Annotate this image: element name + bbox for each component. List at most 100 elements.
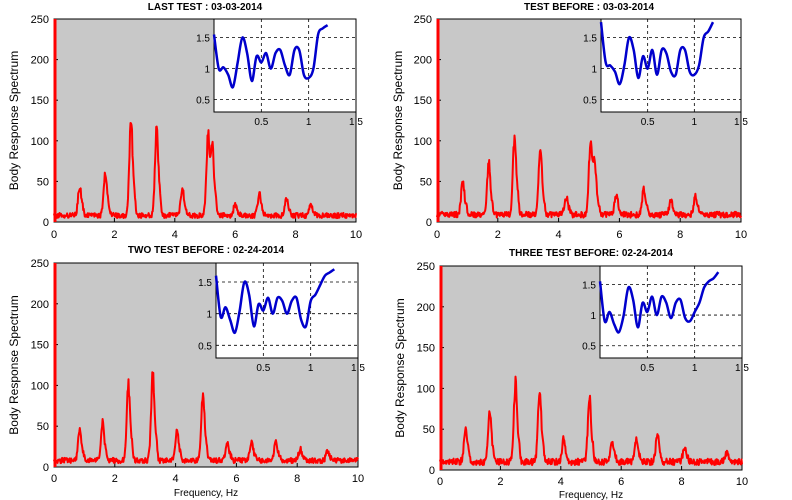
inset-plot-area xyxy=(599,265,743,359)
inset-y-tick-label: 1.5 xyxy=(198,278,212,289)
x-tick-label: 10 xyxy=(352,473,364,485)
x-tick-label: 4 xyxy=(556,229,562,241)
x-tick-label: 6 xyxy=(616,229,622,241)
y-tick-label: 250 xyxy=(31,14,49,26)
inset-x-tick-label: 0.5 xyxy=(640,363,654,374)
x-tick-label: 8 xyxy=(677,229,683,241)
y-tick-label: 0 xyxy=(426,217,432,229)
x-tick-label: 2 xyxy=(495,229,501,241)
inset-x-tick-label: 1.5 xyxy=(351,363,365,374)
y-tick-label: 50 xyxy=(423,424,435,436)
inset-y-tick-label: 0.5 xyxy=(583,96,597,107)
y-tick-label: 200 xyxy=(31,299,49,311)
y-tick-label: 200 xyxy=(31,55,49,67)
x-tick-label: 8 xyxy=(293,229,299,241)
inset-x-tick-label: 1.5 xyxy=(349,117,363,128)
spectrum-line xyxy=(436,134,742,219)
chart-title: LAST TEST : 03-03-2014 xyxy=(148,2,263,13)
inset-y-tick-label: 1 xyxy=(590,311,596,322)
spectrum-line xyxy=(53,122,357,220)
inset-y-tick-label: 1 xyxy=(206,310,212,321)
inset-y-tick-label: 0.5 xyxy=(196,96,210,107)
x-tick-label: 10 xyxy=(735,229,747,241)
y-tick-label: 100 xyxy=(31,136,49,148)
y-tick-label: 150 xyxy=(31,95,49,107)
spectrum-line xyxy=(53,371,359,465)
y-tick-label: 100 xyxy=(417,383,435,395)
inset-x-tick-label: 1 xyxy=(692,363,698,374)
inset-plot-area xyxy=(215,262,359,359)
x-tick-label: 8 xyxy=(294,473,300,485)
x-axis-label: Frequency, Hz xyxy=(174,488,238,499)
x-axis-label: Frequency, Hz xyxy=(559,490,623,500)
x-tick-label: 8 xyxy=(679,476,685,488)
y-tick-label: 0 xyxy=(43,462,49,474)
inset-x-tick-label: 1 xyxy=(306,117,312,128)
inset-x-tick-label: 0.5 xyxy=(254,117,268,128)
inset-chart: 0.5 1 1.5 0.5 1 1.5 xyxy=(583,18,748,128)
chart-panel-2: TEST BEFORE : 03-03-20140501001502002500… xyxy=(391,2,748,241)
chart-panel-4: THREE TEST BEFORE: 02-24-201405010015020… xyxy=(393,248,749,500)
x-tick-label: 0 xyxy=(51,229,57,241)
y-tick-label: 200 xyxy=(414,55,432,67)
y-tick-label: 50 xyxy=(37,421,49,433)
chart-title: TEST BEFORE : 03-03-2014 xyxy=(524,2,654,13)
y-tick-label: 50 xyxy=(37,176,49,188)
inset-line xyxy=(212,24,329,89)
y-axis-label: Body Response Spectrum xyxy=(7,295,21,434)
y-tick-label: 100 xyxy=(414,136,432,148)
y-tick-label: 150 xyxy=(31,340,49,352)
x-tick-label: 0 xyxy=(51,473,57,485)
x-tick-label: 6 xyxy=(233,473,239,485)
inset-x-tick-label: 0.5 xyxy=(256,363,270,374)
x-tick-label: 10 xyxy=(350,229,362,241)
y-tick-label: 0 xyxy=(429,465,435,477)
inset-y-tick-label: 0.5 xyxy=(198,341,212,352)
inset-line xyxy=(598,271,720,334)
y-tick-label: 200 xyxy=(417,302,435,314)
inset-chart: 0.5 1 1.5 0.5 1 1.5 xyxy=(582,265,749,374)
spectrum-line xyxy=(439,375,743,467)
inset-y-tick-label: 1 xyxy=(591,65,597,76)
chart-panel-3: TWO TEST BEFORE : 02-24-2014050100150200… xyxy=(7,245,365,499)
inset-x-tick-label: 1.5 xyxy=(735,363,749,374)
x-tick-label: 0 xyxy=(437,476,443,488)
x-tick-label: 6 xyxy=(232,229,238,241)
x-tick-label: 4 xyxy=(558,476,564,488)
inset-x-tick-label: 1.5 xyxy=(734,117,748,128)
x-tick-label: 4 xyxy=(172,229,178,241)
inset-y-tick-label: 1.5 xyxy=(583,34,597,45)
y-tick-label: 50 xyxy=(420,176,432,188)
inset-line xyxy=(214,268,336,335)
y-axis-label: Body Response Spectrum xyxy=(391,51,405,190)
chart-title: THREE TEST BEFORE: 02-24-2014 xyxy=(509,248,673,259)
y-tick-label: 250 xyxy=(417,261,435,273)
inset-chart: 0.5 1 1.5 0.5 1 1.5 xyxy=(198,262,365,374)
x-tick-label: 2 xyxy=(111,229,117,241)
x-tick-label: 2 xyxy=(112,473,118,485)
chart-title: TWO TEST BEFORE : 02-24-2014 xyxy=(128,245,285,256)
y-tick-label: 100 xyxy=(31,380,49,392)
inset-chart: 0.5 1 1.5 0.5 1 1.5 xyxy=(196,18,363,128)
chart-panel-1: LAST TEST : 03-03-2014 0 50 100 150 200 250 0 2 4… xyxy=(7,2,363,241)
x-tick-label: 2 xyxy=(497,476,503,488)
x-tick-label: 6 xyxy=(618,476,624,488)
inset-line xyxy=(599,21,715,86)
inset-y-tick-label: 1 xyxy=(204,65,210,76)
inset-y-tick-label: 0.5 xyxy=(582,342,596,353)
y-tick-label: 250 xyxy=(414,14,432,26)
y-tick-label: 250 xyxy=(31,258,49,270)
inset-x-tick-label: 1 xyxy=(692,117,698,128)
x-tick-label: 10 xyxy=(736,476,748,488)
inset-x-tick-label: 1 xyxy=(308,363,314,374)
inset-y-tick-label: 1.5 xyxy=(196,34,210,45)
y-tick-label: 150 xyxy=(417,343,435,355)
y-tick-label: 0 xyxy=(43,217,49,229)
inset-x-tick-label: 0.5 xyxy=(641,117,655,128)
y-axis-label: Body Response Spectrum xyxy=(7,51,21,190)
inset-y-tick-label: 1.5 xyxy=(582,280,596,291)
x-tick-label: 4 xyxy=(173,473,179,485)
x-tick-label: 0 xyxy=(434,229,440,241)
y-axis-label: Body Response Spectrum xyxy=(393,298,407,437)
